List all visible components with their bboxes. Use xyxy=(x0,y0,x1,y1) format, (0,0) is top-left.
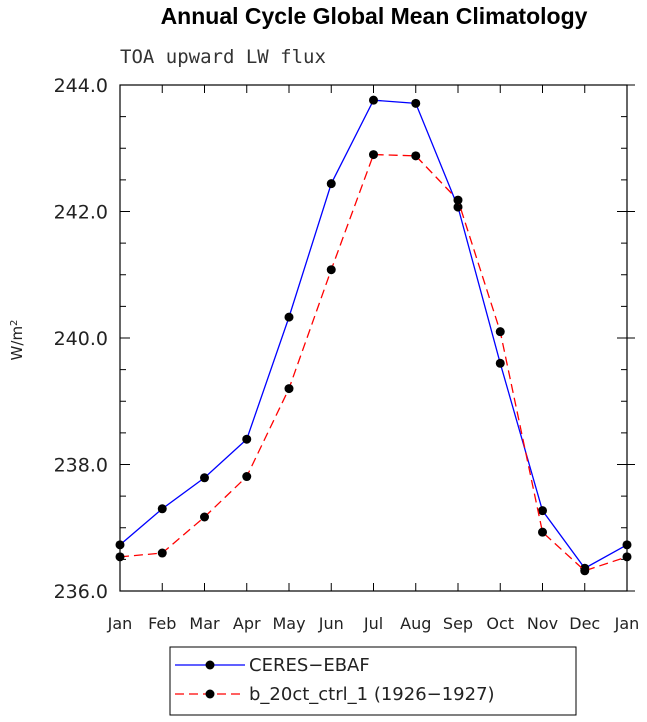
x-tick-label: Sep xyxy=(443,614,473,633)
legend-marker-ceres xyxy=(205,660,215,670)
data-point xyxy=(369,95,378,105)
x-tick-label: Jun xyxy=(318,614,344,633)
x-tick-label: Dec xyxy=(569,614,600,633)
legend-label-ceres: CERES−EBAF xyxy=(249,655,370,676)
legend: CERES−EBAF b_20ct_ctrl_1 (1926−1927) xyxy=(169,646,577,716)
chart-title: Annual Cycle Global Mean Climatology xyxy=(161,3,588,29)
data-point xyxy=(453,195,463,205)
x-tick-label: Feb xyxy=(148,614,176,633)
data-point xyxy=(622,552,632,562)
y-axis-tick-labels: 236.0 238.0 240.0 242.0 244.0 xyxy=(54,75,108,603)
data-point xyxy=(538,506,547,516)
x-tick-label: Jul xyxy=(363,614,383,633)
data-point xyxy=(242,472,252,482)
series-line xyxy=(119,153,628,572)
data-point xyxy=(369,150,378,160)
data-point xyxy=(411,151,421,161)
y-tick-label: 236.0 xyxy=(54,581,108,603)
data-point xyxy=(622,540,632,550)
plot-border xyxy=(119,84,628,592)
data-point xyxy=(453,202,463,212)
data-point xyxy=(580,566,590,576)
data-point xyxy=(157,548,167,558)
data-point xyxy=(326,265,336,275)
legend-box xyxy=(169,646,577,716)
data-point xyxy=(411,98,421,108)
y-tick-label: 244.0 xyxy=(54,75,108,97)
x-tick-label: Jan xyxy=(107,614,133,633)
x-tick-label: Nov xyxy=(527,614,558,633)
y-tick-label: 242.0 xyxy=(54,202,108,224)
x-tick-label: May xyxy=(272,614,305,633)
data-point xyxy=(115,552,125,562)
plot-area xyxy=(119,84,628,592)
axis-ticks xyxy=(119,84,635,592)
data-point xyxy=(284,384,294,394)
y-axis-label: W/m2 xyxy=(8,320,26,361)
data-point xyxy=(284,312,294,322)
data-point xyxy=(538,527,547,537)
data-point xyxy=(200,473,209,483)
data-point xyxy=(495,358,505,368)
data-point xyxy=(242,434,252,444)
x-tick-label: Oct xyxy=(486,614,514,633)
data-point xyxy=(115,540,125,550)
x-tick-label: Aug xyxy=(400,614,431,633)
x-axis-tick-labels: Jan Feb Mar Apr May Jun Jul Aug Sep Oct Nov Dec Jan xyxy=(107,614,640,633)
legend-label-model: b_20ct_ctrl_1 (1926−1927) xyxy=(249,684,495,705)
series-b-20ct-ctrl-1 xyxy=(115,150,632,576)
chart-subtitle: TOA upward LW flux xyxy=(120,46,326,68)
y-tick-label: 240.0 xyxy=(54,328,108,350)
legend-marker-model xyxy=(205,689,215,699)
x-tick-label: Apr xyxy=(233,614,261,633)
series-ceres-ebaf xyxy=(115,95,632,573)
x-tick-label: Mar xyxy=(189,614,220,633)
y-tick-label: 238.0 xyxy=(54,455,108,477)
data-point xyxy=(495,327,505,337)
x-tick-label: Jan xyxy=(614,614,640,633)
data-point xyxy=(157,504,167,514)
data-point xyxy=(200,512,209,522)
series-line xyxy=(119,99,628,570)
series-layer xyxy=(115,95,632,576)
data-point xyxy=(326,179,336,189)
